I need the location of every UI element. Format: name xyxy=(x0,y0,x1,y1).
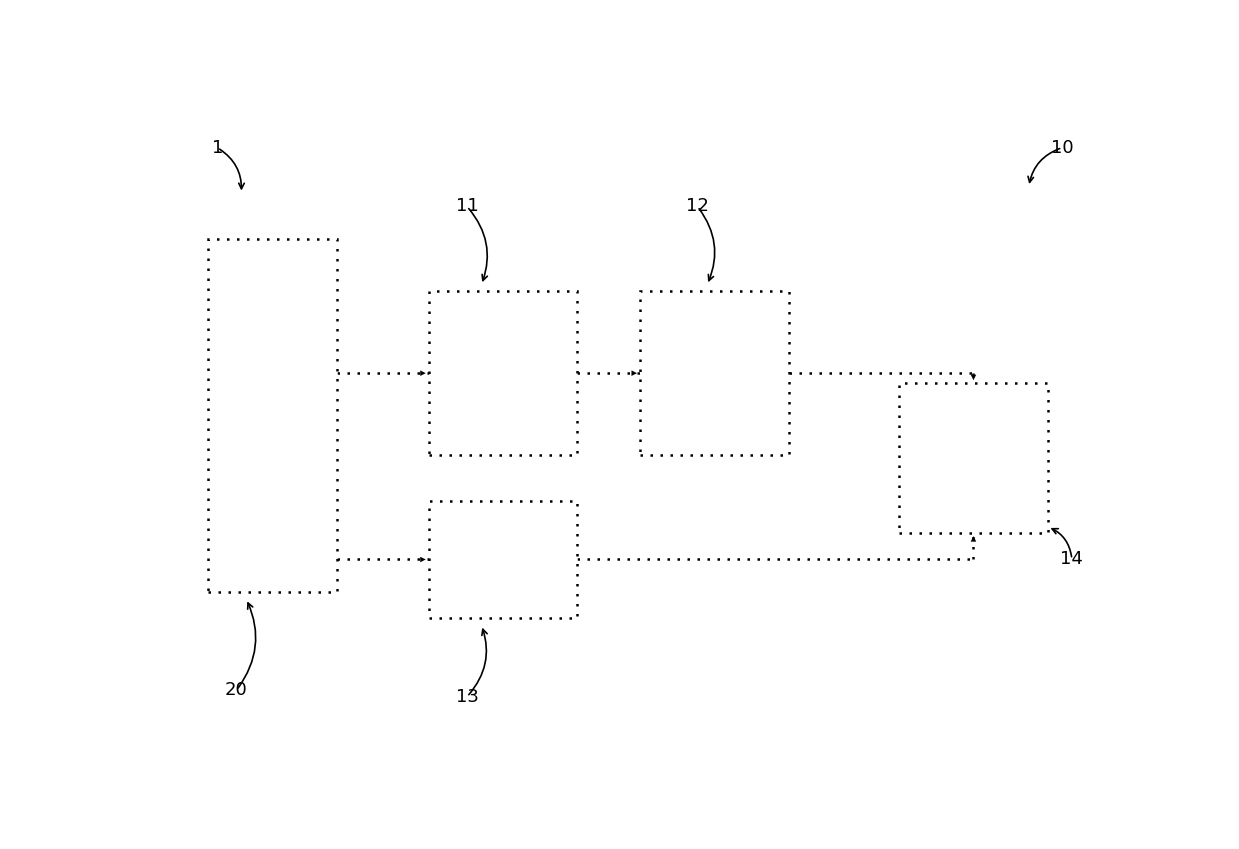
Bar xyxy=(208,239,337,593)
Text: 20: 20 xyxy=(225,681,248,700)
Bar xyxy=(900,383,1048,533)
Bar xyxy=(429,501,577,618)
Text: 12: 12 xyxy=(686,198,709,216)
Text: 13: 13 xyxy=(456,688,478,706)
Text: 10: 10 xyxy=(1051,138,1074,157)
Text: 11: 11 xyxy=(456,198,478,216)
Bar xyxy=(639,291,789,455)
Bar xyxy=(429,291,577,455)
Text: 14: 14 xyxy=(1061,550,1083,569)
Text: 1: 1 xyxy=(212,138,223,157)
